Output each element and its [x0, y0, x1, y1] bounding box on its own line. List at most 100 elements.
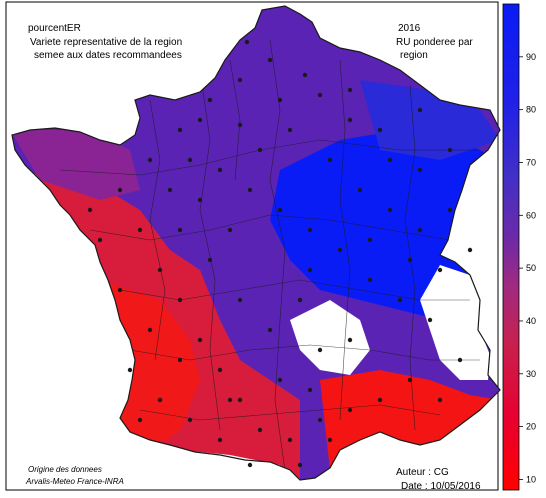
station-point: [287, 127, 293, 133]
station-point: [217, 167, 223, 173]
legend-tick-label: 90: [526, 52, 536, 62]
station-point: [367, 237, 373, 243]
legend-tick-label: 60: [526, 210, 536, 220]
station-point: [367, 277, 373, 283]
station-point: [217, 437, 223, 443]
station-points: [87, 39, 473, 468]
station-point: [207, 257, 213, 263]
legend-tick-label: 30: [526, 369, 536, 379]
source-line1: Origine des donnees: [28, 465, 102, 474]
station-point: [387, 207, 393, 213]
station-point: [277, 377, 283, 383]
station-point: [137, 227, 143, 233]
station-point: [397, 297, 403, 303]
station-point: [347, 87, 353, 93]
station-point: [187, 157, 193, 163]
station-point: [287, 437, 293, 443]
station-point: [417, 227, 423, 233]
legend-tick-label: 70: [526, 157, 536, 167]
legend-tick-label: 20: [526, 422, 536, 432]
region-brittany: [12, 130, 140, 200]
station-point: [277, 97, 283, 103]
station-point: [237, 397, 243, 403]
station-point: [257, 427, 263, 433]
station-point: [237, 77, 243, 83]
station-point: [197, 337, 203, 343]
station-point: [257, 147, 263, 153]
method-line2: region: [400, 50, 428, 61]
legend-tick-label: 40: [526, 316, 536, 326]
legend-tick-label: 50: [526, 263, 536, 273]
station-point: [317, 417, 323, 423]
station-point: [137, 417, 143, 423]
station-point: [377, 397, 383, 403]
region-north-blue: [360, 80, 500, 160]
station-point: [147, 157, 153, 163]
author-label: Auteur : CG: [396, 467, 449, 478]
station-point: [297, 462, 303, 468]
station-point: [297, 297, 303, 303]
station-point: [457, 357, 463, 363]
legend-tick-label: 10: [526, 474, 536, 484]
source-line2: Arvalis-Meteo France-INRA: [26, 477, 124, 486]
station-point: [237, 122, 243, 128]
description-line2: semee aux dates recommandees: [34, 50, 182, 61]
station-point: [267, 327, 273, 333]
station-point: [177, 127, 183, 133]
station-point: [407, 377, 413, 383]
method-line1: RU ponderee par: [396, 37, 473, 48]
station-point: [417, 167, 423, 173]
station-point: [247, 462, 253, 468]
station-point: [467, 247, 473, 253]
station-point: [237, 297, 243, 303]
legend-ticks: 10 20 30 40 50 60 70 80 90: [519, 52, 536, 484]
station-point: [307, 387, 313, 393]
station-point: [387, 157, 393, 163]
legend-tick-label: 80: [526, 105, 536, 115]
station-point: [437, 397, 443, 403]
region-southwest-red: [100, 280, 200, 460]
station-point: [327, 157, 333, 163]
station-point: [227, 227, 233, 233]
station-point: [207, 97, 213, 103]
station-point: [187, 417, 193, 423]
station-point: [177, 227, 183, 233]
station-point: [177, 297, 183, 303]
station-point: [197, 197, 203, 203]
station-point: [347, 337, 353, 343]
missing-massif: [290, 300, 370, 375]
station-point: [147, 327, 153, 333]
year-label: 2016: [398, 23, 421, 34]
station-point: [244, 39, 250, 45]
station-point: [427, 317, 433, 323]
station-point: [117, 287, 123, 293]
station-point: [437, 267, 443, 273]
station-point: [197, 117, 203, 123]
station-point: [317, 92, 323, 98]
station-point: [157, 267, 163, 273]
variable-name: pourcentER: [28, 23, 81, 34]
date-label: Date : 10/05/2016: [401, 481, 481, 492]
station-point: [407, 257, 413, 263]
station-point: [307, 267, 313, 273]
station-point: [307, 227, 313, 233]
station-point: [417, 107, 423, 113]
station-point: [347, 117, 353, 123]
station-point: [447, 147, 453, 153]
station-point: [302, 72, 308, 78]
station-point: [117, 187, 123, 193]
station-point: [87, 207, 93, 213]
station-point: [327, 437, 333, 443]
station-point: [347, 407, 353, 413]
station-point: [337, 247, 343, 253]
station-point: [377, 127, 383, 133]
station-point: [247, 187, 253, 193]
station-point: [217, 367, 223, 373]
station-point: [177, 357, 183, 363]
station-point: [167, 187, 173, 193]
description-line1: Variete representative de la region: [30, 37, 183, 48]
station-point: [157, 397, 163, 403]
station-point: [447, 207, 453, 213]
station-point: [357, 187, 363, 193]
